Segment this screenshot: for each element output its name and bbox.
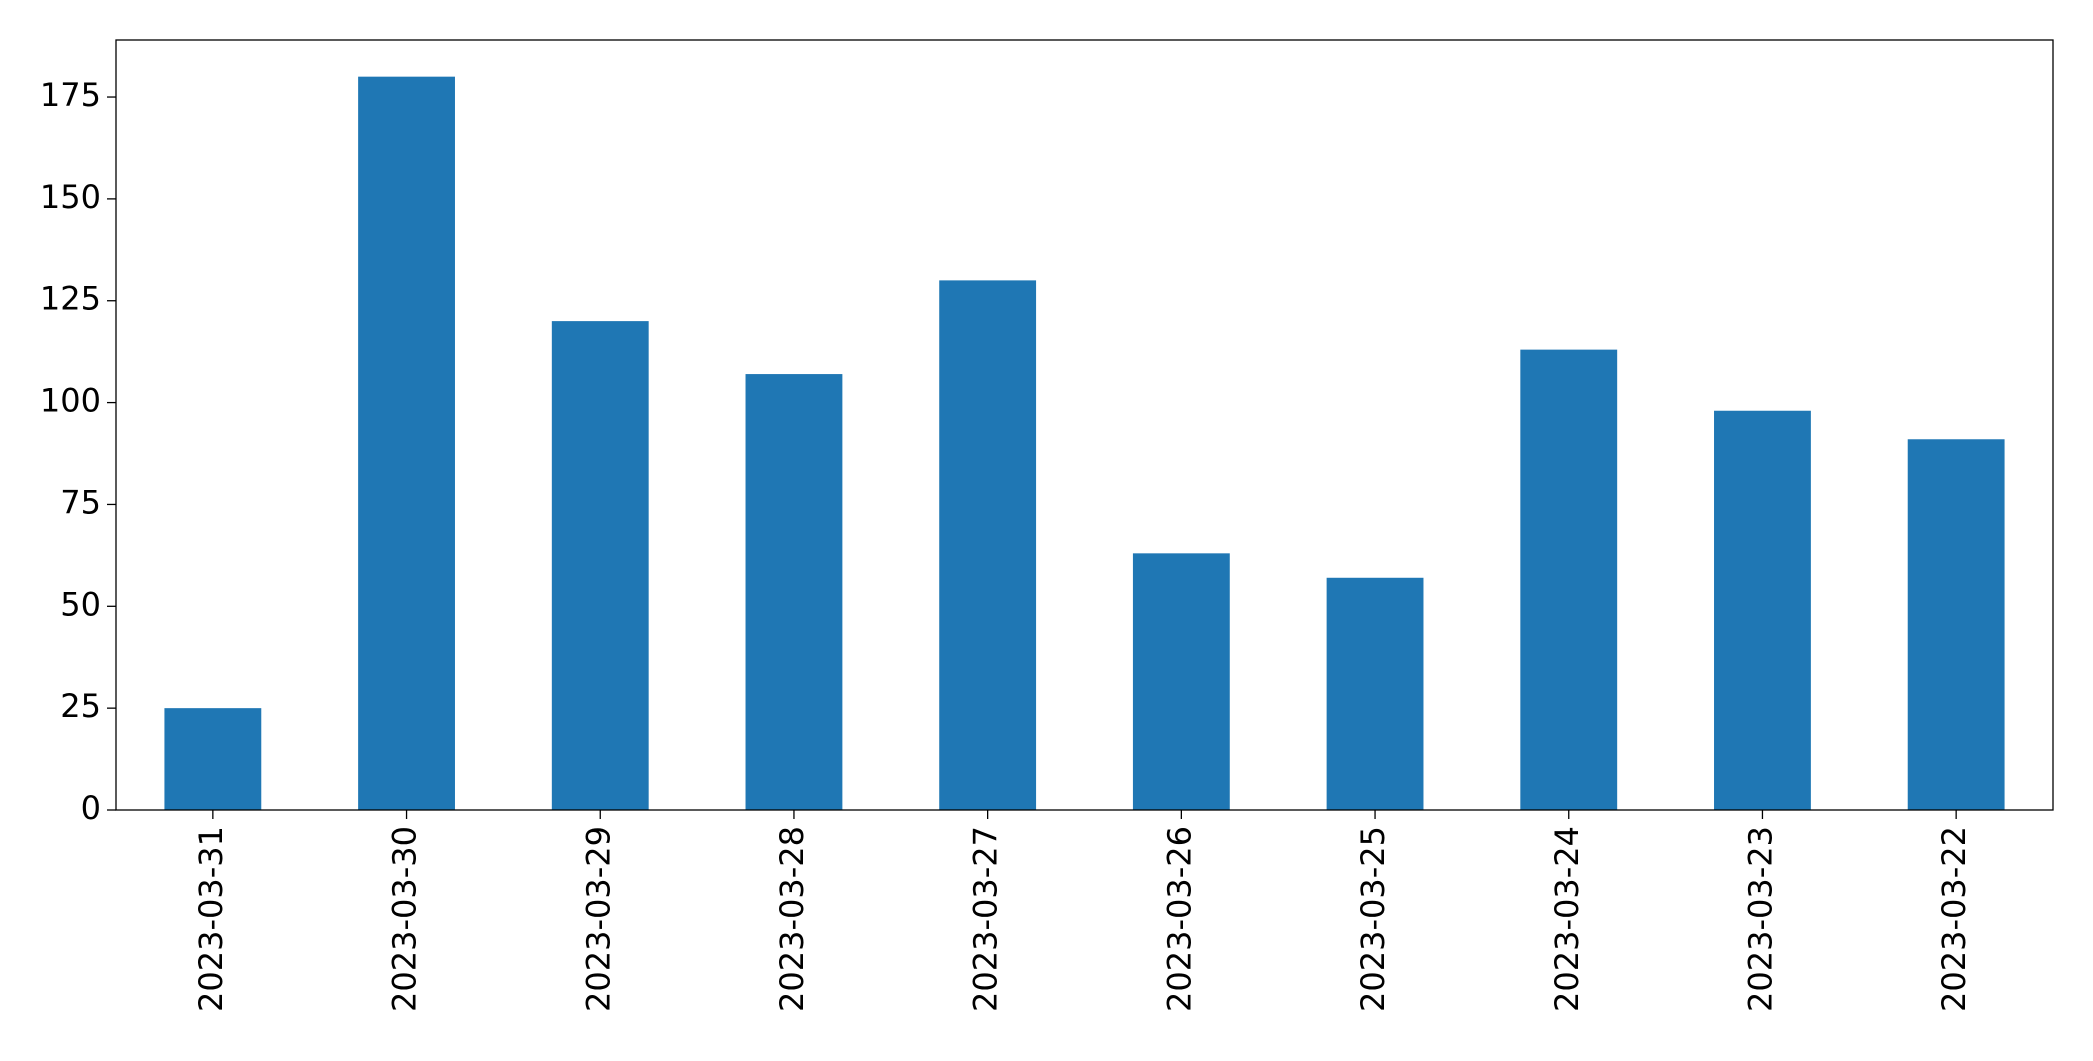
x-tick-label: 2023-03-22 (1935, 826, 1973, 1012)
x-tick-label: 2023-03-25 (1354, 826, 1392, 1012)
y-tick-label: 75 (60, 483, 101, 521)
bar (1520, 349, 1618, 810)
bar (1132, 553, 1230, 810)
y-tick-label: 150 (40, 178, 101, 216)
bar (1326, 577, 1424, 810)
x-tick-label: 2023-03-24 (1548, 826, 1586, 1012)
bar (551, 321, 649, 810)
y-tick-label: 50 (60, 585, 101, 623)
bar (939, 280, 1037, 810)
bar (1907, 439, 2005, 810)
x-tick-label: 2023-03-31 (192, 826, 230, 1012)
x-tick-label: 2023-03-27 (967, 826, 1005, 1012)
y-tick-label: 175 (40, 76, 101, 114)
x-tick-label: 2023-03-28 (773, 826, 811, 1012)
y-tick-label: 0 (81, 789, 101, 827)
y-tick-label: 100 (40, 382, 101, 420)
x-tick-label: 2023-03-30 (386, 826, 424, 1012)
bar (745, 374, 843, 810)
x-tick-label: 2023-03-23 (1741, 826, 1779, 1012)
bar (1714, 410, 1811, 810)
bar (358, 76, 455, 810)
x-tick-label: 2023-03-26 (1160, 826, 1198, 1012)
bar (164, 708, 262, 810)
plot-frame (115, 39, 2054, 811)
y-tick-label: 25 (60, 687, 101, 725)
y-tick-label: 125 (40, 280, 101, 318)
x-tick-label: 2023-03-29 (579, 826, 617, 1012)
